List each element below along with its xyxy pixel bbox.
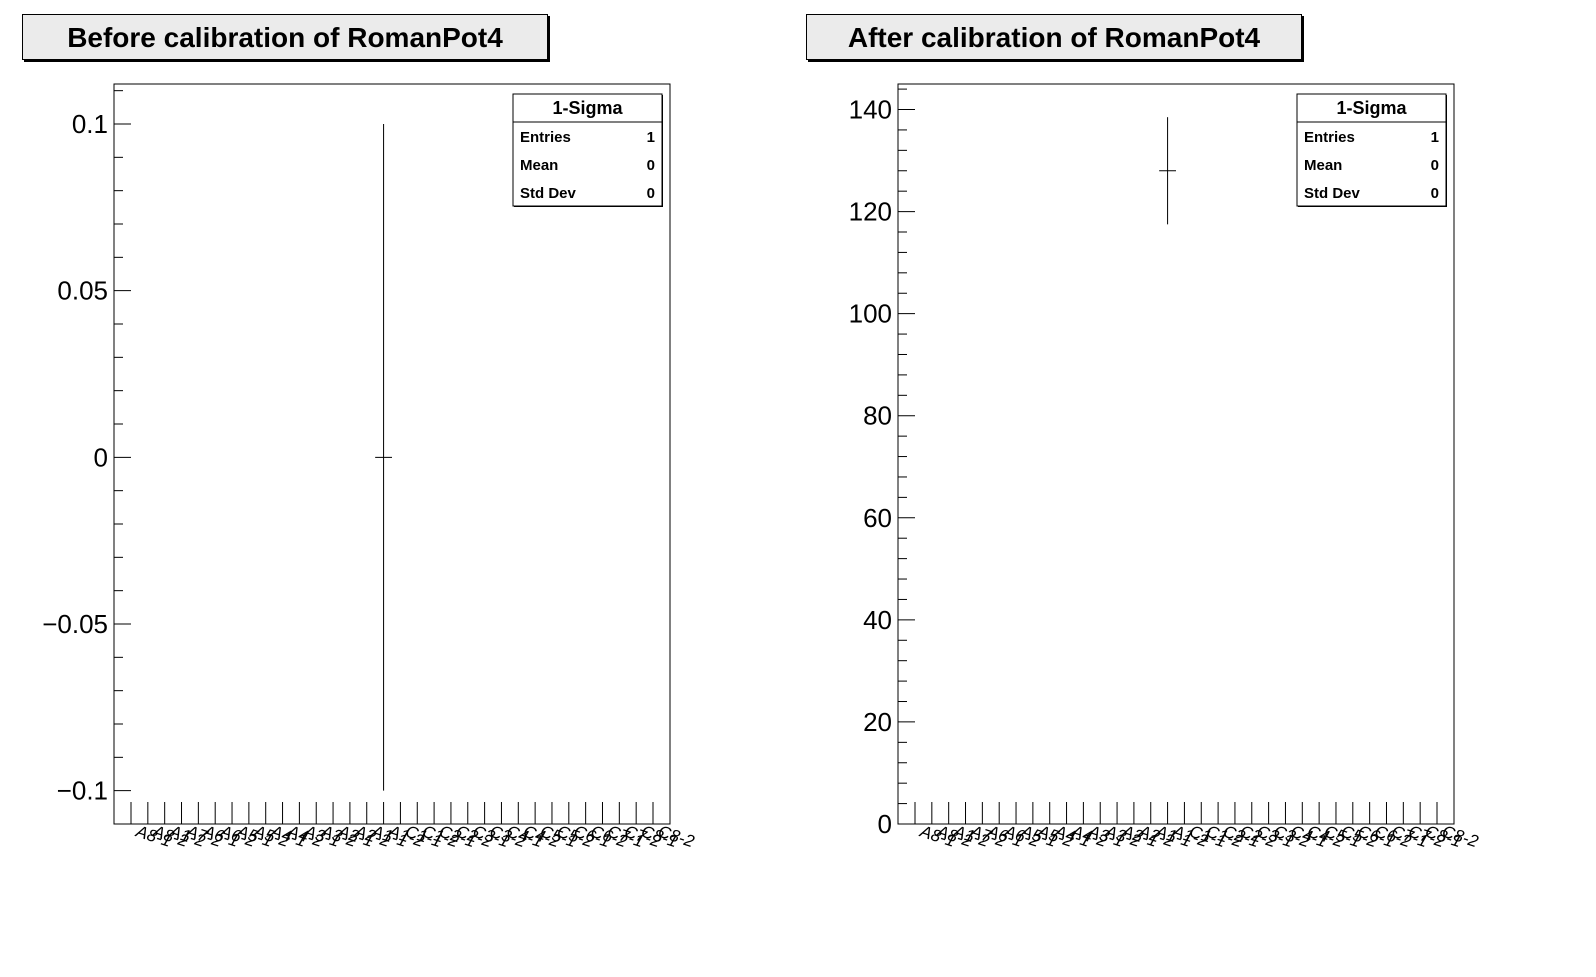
y-tick-label: 40 bbox=[863, 605, 892, 635]
stats-label: Entries bbox=[1304, 129, 1355, 146]
stats-value: 1 bbox=[647, 129, 655, 146]
pad-after: After calibration of RomanPot4 0 20 40 60 80… bbox=[798, 0, 1596, 972]
chart-title: Before calibration of RomanPot4 bbox=[22, 14, 548, 60]
stats-value: 0 bbox=[1431, 157, 1439, 174]
stats-value: 0 bbox=[647, 157, 655, 174]
stats-label: Mean bbox=[520, 157, 558, 174]
y-tick-label: 20 bbox=[863, 707, 892, 737]
y-tick-label: 0.1 bbox=[72, 109, 108, 139]
data-point bbox=[1159, 117, 1176, 225]
y-tick-label: 0 bbox=[94, 442, 108, 472]
stats-label: Entries bbox=[520, 129, 571, 146]
stats-value: 0 bbox=[1431, 185, 1439, 202]
chart-title: After calibration of RomanPot4 bbox=[806, 14, 1302, 60]
stats-box: 1-Sigma Entries 1 Mean 0 Std Dev 0 bbox=[512, 93, 663, 207]
y-tick-label: 80 bbox=[863, 401, 892, 431]
y-tick-label: 60 bbox=[863, 503, 892, 533]
y-tick-label: 100 bbox=[849, 299, 892, 329]
chart-before-calibration: −0.1−0.0500.050.1A8-1A8-2A1-2A7-2A6-1A6-… bbox=[42, 83, 697, 851]
stats-title: 1-Sigma bbox=[1336, 98, 1407, 118]
plot-frame bbox=[897, 83, 1455, 825]
stats-box: 1-Sigma Entries 1 Mean 0 Std Dev 0 bbox=[1296, 93, 1447, 207]
y-tick-label: 0 bbox=[878, 809, 892, 839]
y-tick-label: −0.05 bbox=[42, 609, 108, 639]
stats-label: Std Dev bbox=[1304, 185, 1361, 202]
stats-title: 1-Sigma bbox=[552, 98, 623, 118]
plot-frame bbox=[113, 83, 671, 825]
pad-before: Before calibration of RomanPot4 −0.1 −0.0… bbox=[0, 0, 798, 972]
y-tick-label: −0.1 bbox=[57, 776, 108, 806]
stats-value: 0 bbox=[647, 185, 655, 202]
y-tick-label: 120 bbox=[849, 197, 892, 227]
chart-after-calibration: 020406080100120140A8-1A8-2A1-2A7-2A6-1A6… bbox=[849, 83, 1481, 851]
data-point bbox=[375, 124, 392, 791]
stats-label: Std Dev bbox=[520, 185, 577, 202]
y-tick-label: 0.05 bbox=[57, 276, 108, 306]
y-tick-label: 140 bbox=[849, 95, 892, 125]
stats-label: Mean bbox=[1304, 157, 1342, 174]
stats-value: 1 bbox=[1431, 129, 1439, 146]
